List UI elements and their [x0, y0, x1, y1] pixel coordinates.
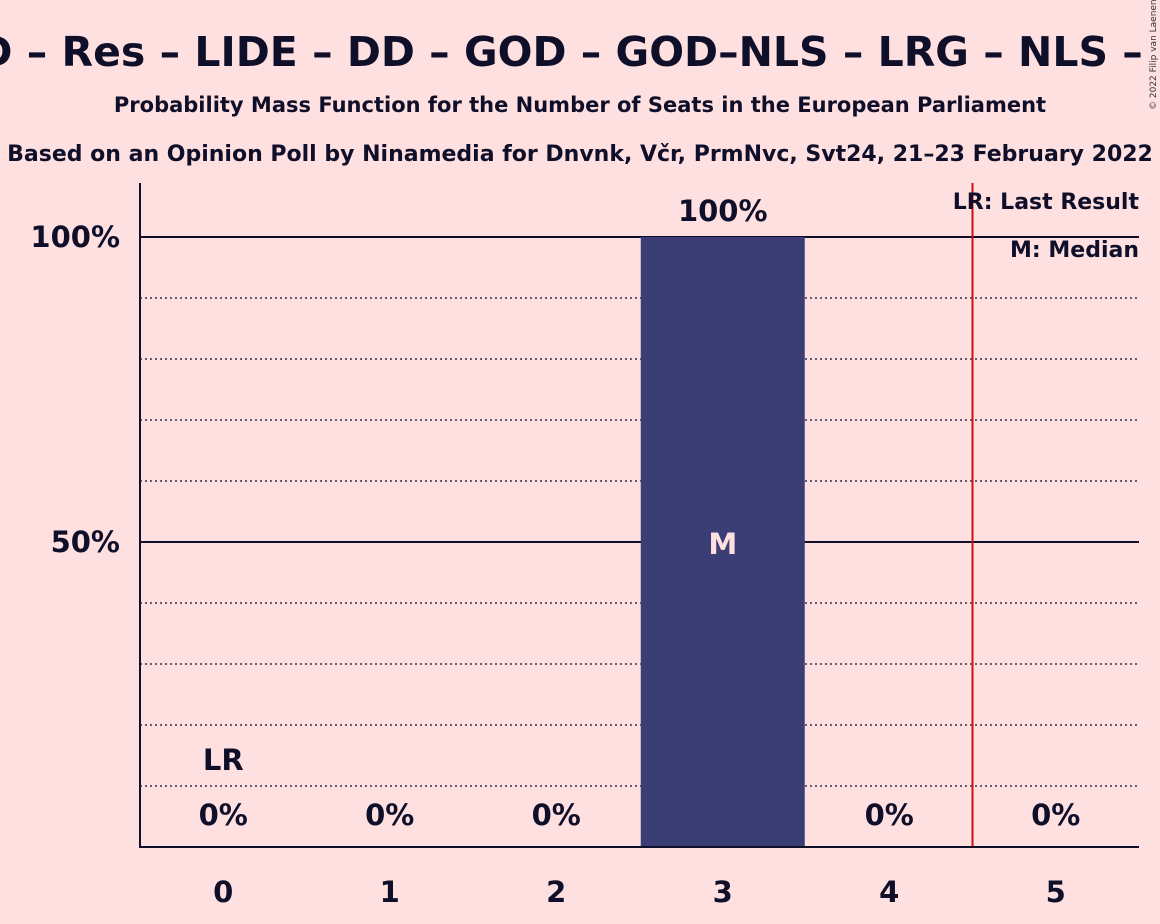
value-label: 100% [678, 194, 768, 228]
value-label: 0% [1031, 798, 1080, 832]
y-tick-label: 50% [51, 525, 120, 559]
bars [640, 237, 805, 847]
chart-subtitle: Probability Mass Function for the Number… [114, 93, 1046, 117]
value-label: 0% [532, 798, 581, 832]
bar [640, 237, 805, 847]
last-result-label: LR [203, 743, 244, 777]
chart-title: SD – Res – LIDE – DD – GOD – GOD–NLS – L… [0, 28, 1160, 76]
x-tick-label: 0 [213, 875, 233, 909]
x-tick-label: 1 [380, 875, 400, 909]
x-tick-label: 4 [879, 875, 899, 909]
x-tick-label: 3 [713, 875, 733, 909]
median-marker: M [708, 527, 737, 561]
x-tick-label: 2 [546, 875, 566, 909]
grid: 50% 100% [30, 220, 1139, 787]
legend-median: M: Median [1010, 238, 1139, 263]
copyright-credit: © 2022 Filip van Laenen [1149, 0, 1159, 110]
data-labels: 0% 0 0% 1 0% 2 100% 3 0% 4 0% 5 M [199, 194, 1081, 909]
x-tick-label: 5 [1046, 875, 1066, 909]
y-tick-label: 100% [30, 220, 120, 254]
chart-subtitle-poll: Based on an Opinion Poll by Ninamedia fo… [7, 142, 1153, 167]
value-label: 0% [365, 798, 414, 832]
legend-last-result: LR: Last Result [953, 190, 1140, 215]
value-label: 0% [865, 798, 914, 832]
axes [139, 183, 1139, 848]
value-label: 0% [199, 798, 248, 832]
last-result-marker: LR [203, 183, 974, 847]
